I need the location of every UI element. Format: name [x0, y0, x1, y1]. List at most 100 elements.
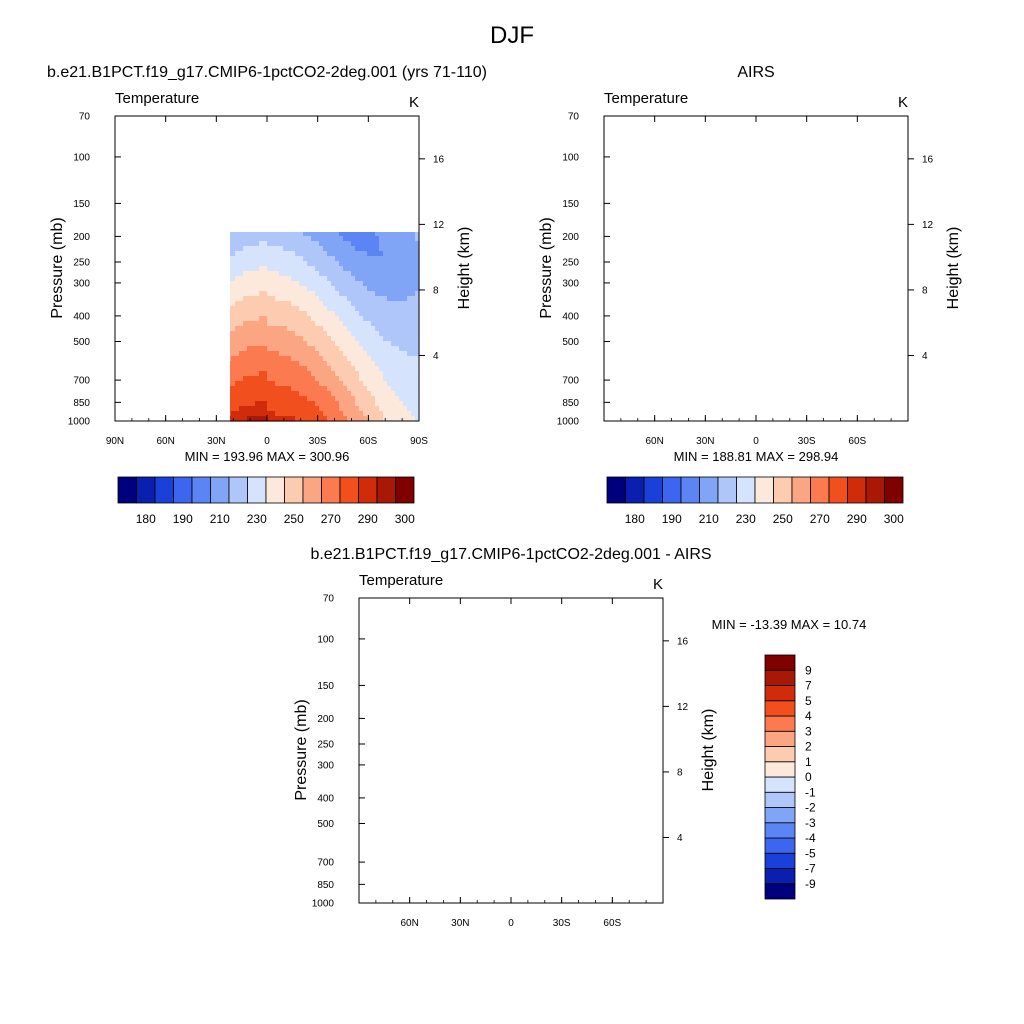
- field-cell: [391, 216, 396, 222]
- field-cell: [203, 316, 208, 322]
- field-cell: [339, 266, 344, 272]
- field-cell: [131, 176, 136, 182]
- field-cell: [163, 366, 168, 372]
- field-cell: [355, 251, 360, 257]
- field-cell: [303, 211, 308, 217]
- field-cell: [187, 396, 192, 402]
- field-cell: [203, 261, 208, 267]
- field-cell: [231, 346, 236, 352]
- field-cell: [239, 326, 244, 332]
- field-cell: [187, 246, 192, 252]
- field-cell: [331, 171, 336, 177]
- field-cell: [239, 246, 244, 252]
- field-cell: [135, 131, 140, 137]
- field-cell: [135, 191, 140, 197]
- field-cell: [115, 246, 120, 252]
- field-cell: [684, 131, 689, 137]
- field-cell: [175, 166, 180, 172]
- field-cell: [411, 341, 416, 347]
- field-cell: [267, 126, 272, 132]
- field-cell: [660, 126, 665, 132]
- field-cell: [207, 136, 212, 142]
- field-cell: [163, 231, 168, 237]
- field-cell: [211, 321, 216, 327]
- field-cell: [327, 232, 332, 237]
- field-cell: [403, 241, 408, 247]
- field-cell: [299, 341, 304, 347]
- field-cell: [371, 271, 376, 277]
- field-cell: [187, 126, 192, 132]
- field-cell: [259, 261, 264, 267]
- field-cell: [247, 201, 252, 207]
- field-cell: [303, 131, 308, 137]
- field-cell: [119, 266, 124, 272]
- field-cell: [375, 381, 380, 387]
- field-cell: [315, 316, 320, 322]
- field-cell: [251, 246, 256, 252]
- field-cell: [395, 326, 400, 332]
- field-cell: [163, 376, 168, 382]
- field-cell: [127, 301, 132, 307]
- field-cell: [379, 406, 384, 412]
- field-cell: [688, 131, 693, 137]
- field-cell: [604, 121, 609, 127]
- field-cell: [379, 216, 384, 222]
- field-cell: [247, 401, 252, 407]
- field-cell: [395, 371, 400, 377]
- field-cell: [271, 211, 276, 217]
- field-cell: [756, 116, 761, 122]
- field-cell: [319, 336, 324, 342]
- field-cell: [191, 256, 196, 262]
- field-cell: [299, 261, 304, 267]
- field-cell: [299, 181, 304, 187]
- field-cell: [395, 171, 400, 177]
- field-cell: [143, 331, 148, 337]
- field-cell: [119, 141, 124, 147]
- field-cell: [279, 366, 284, 372]
- field-cell: [230, 266, 232, 272]
- field-cell: [267, 221, 272, 227]
- missing-data: [139, 413, 163, 421]
- field-cell: [319, 391, 324, 397]
- field-cell: [399, 326, 404, 332]
- field-cell: [299, 306, 304, 312]
- field-cell: [230, 391, 232, 397]
- field-cell: [275, 306, 280, 312]
- field-cell: [259, 381, 264, 387]
- field-cell: [211, 176, 216, 182]
- field-cell: [343, 281, 348, 287]
- field-cell: [155, 206, 160, 212]
- field-cell: [259, 311, 264, 317]
- field-cell: [884, 126, 889, 132]
- field-cell: [135, 181, 140, 187]
- field-cell: [355, 331, 360, 337]
- field-cell: [331, 351, 336, 357]
- field-cell: [828, 116, 833, 122]
- field-cell: [319, 296, 324, 302]
- x-tick-label: 0: [264, 436, 270, 447]
- field-cell: [291, 151, 296, 157]
- field-cell: [219, 231, 224, 237]
- field-cell: [171, 121, 176, 127]
- field-cell: [167, 391, 172, 397]
- field-cell: [215, 316, 220, 322]
- field-cell: [307, 381, 312, 387]
- field-cell: [263, 356, 268, 362]
- field-cell: [251, 261, 256, 267]
- field-cell: [235, 191, 240, 197]
- field-cell: [183, 216, 188, 222]
- field-cell: [327, 161, 332, 167]
- field-cell: [255, 151, 260, 157]
- field-cell: [259, 391, 264, 397]
- field-cell: [235, 281, 240, 287]
- field-cell: [199, 256, 204, 262]
- field-cell: [247, 281, 252, 287]
- field-cell: [199, 246, 204, 252]
- field-cell: [243, 126, 248, 132]
- field-cell: [407, 311, 412, 317]
- field-cell: [127, 336, 132, 342]
- field-cell: [171, 266, 176, 272]
- field-cell: [387, 121, 392, 127]
- field-cell: [383, 276, 388, 282]
- field-cell: [259, 161, 264, 167]
